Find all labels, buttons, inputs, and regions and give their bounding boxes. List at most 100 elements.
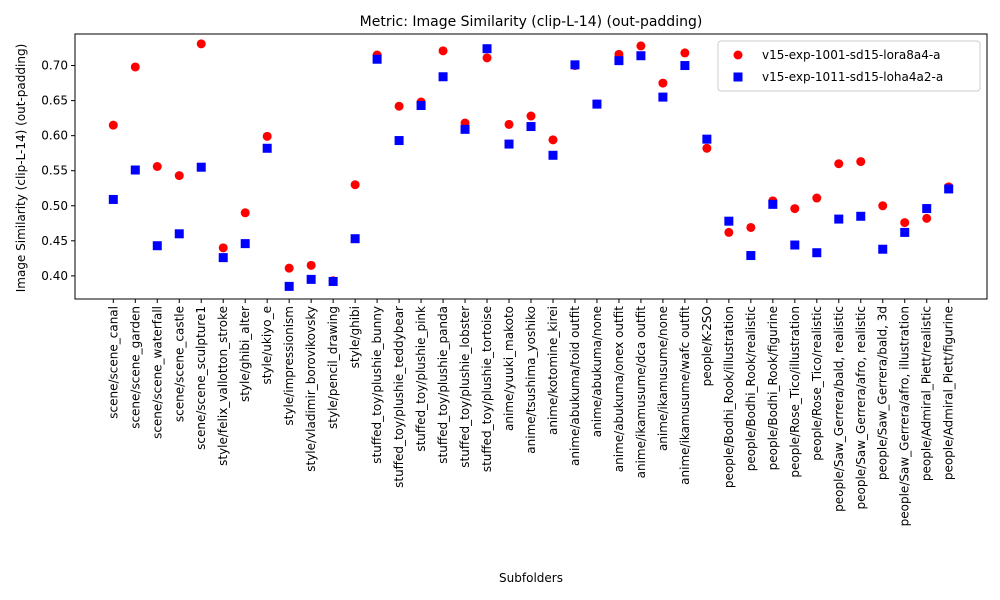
point-series-0 [284, 263, 294, 273]
point-series-1 [922, 204, 932, 214]
point-series-1 [372, 54, 382, 64]
y-tick-label: 0.55 [41, 164, 68, 178]
x-tick-label: anime/yuuki_makoto [502, 306, 516, 431]
point-series-1 [812, 248, 822, 258]
x-tick-label: style/ghibi [348, 306, 362, 368]
x-tick-label: people/Bodhi_Rook/illustration [722, 306, 736, 488]
point-series-1 [218, 253, 228, 263]
x-tick-label: people/Saw_Gerrera/bald, 3d [876, 306, 890, 480]
point-series-1 [878, 244, 888, 254]
x-tick-label: anime/abukuma/none [590, 306, 604, 437]
x-tick-label: stuffed_toy/plushie_lobster [458, 306, 472, 468]
point-series-0 [680, 48, 690, 58]
point-series-0 [218, 243, 228, 253]
point-series-1 [262, 143, 272, 153]
point-series-1 [746, 251, 756, 261]
y-tick-label: 0.60 [41, 129, 68, 143]
point-series-0 [196, 39, 206, 49]
x-tick-label: people/Admiral_Piett/figurine [942, 306, 956, 480]
point-series-1 [768, 199, 778, 209]
y-tick-label: 0.65 [41, 94, 68, 108]
point-series-0 [240, 208, 250, 218]
point-series-1 [636, 51, 646, 61]
point-series-1 [614, 56, 624, 66]
point-series-0 [900, 218, 910, 228]
x-tick-label: scene/scene_waterfall [150, 306, 164, 439]
y-axis-title: Image Similarity (clip-L-14) (out-paddin… [14, 44, 28, 293]
point-series-1 [152, 241, 162, 251]
x-tick-label: anime/tsushima_yoshiko [524, 306, 538, 454]
y-tick-label: 0.40 [41, 269, 68, 283]
x-tick-label: anime/ikamusume/none [656, 306, 670, 451]
point-series-0 [504, 119, 514, 129]
point-series-0 [350, 180, 360, 190]
point-series-0 [152, 162, 162, 171]
x-tick-label: style/vladimir_borovikovsky [304, 306, 318, 472]
x-tick-label: stuffed_toy/plushie_tortoise [480, 306, 494, 472]
point-series-0 [636, 41, 646, 51]
point-series-1 [438, 72, 448, 82]
point-series-0 [812, 193, 822, 203]
x-tick-label: people/Saw_Gerrera/afro, realistic [854, 306, 868, 509]
x-tick-label: people/Saw_Gerrera/bald, realistic [832, 306, 846, 512]
y-axis-ticks: 0.40 0.45 0.50 0.55 0.60 0.65 0.70 [41, 59, 75, 283]
point-series-0 [746, 222, 756, 232]
x-tick-label: style/felix_vallotton_stroke [216, 306, 230, 466]
point-series-1 [658, 92, 668, 102]
x-tick-label: scene/scene_castle [172, 306, 186, 422]
point-series-0 [878, 201, 888, 211]
x-tick-label: style/ghibi_alter [238, 306, 252, 402]
point-series-0 [724, 227, 734, 237]
point-series-1 [526, 122, 536, 132]
point-series-1 [460, 124, 470, 134]
point-series-1 [482, 44, 492, 54]
point-series-0 [174, 171, 184, 181]
point-series-1 [196, 162, 206, 172]
x-tick-label: people/Rose_Tico/realistic [810, 306, 824, 461]
x-tick-label: anime/abukuma/toid outfit [568, 306, 582, 466]
point-series-1 [504, 139, 514, 149]
point-series-0 [438, 46, 448, 56]
legend-box [717, 40, 981, 92]
point-series-0 [658, 78, 668, 88]
y-tick-label: 0.70 [41, 59, 68, 73]
x-tick-label: scene/scene_sculpture1 [194, 306, 208, 450]
point-series-0 [108, 120, 118, 130]
point-series-0 [548, 135, 558, 145]
x-tick-label: people/Rose_Tico/illustration [788, 306, 802, 478]
point-series-1 [856, 211, 866, 221]
x-tick-label: people/Bodhi_Rook/figurine [766, 306, 780, 470]
point-series-1 [350, 234, 360, 244]
x-tick-label: people/Admiral_Piett/realistic [920, 306, 934, 481]
x-tick-label: stuffed_toy/plushie_bunny [370, 306, 384, 464]
point-series-0 [526, 111, 536, 121]
legend-marker-1 [733, 72, 743, 82]
x-tick-label: scene/scene_garden [128, 306, 142, 429]
point-series-0 [922, 213, 932, 223]
point-series-1 [548, 150, 558, 160]
point-series-1 [130, 165, 140, 175]
point-series-1 [416, 101, 426, 111]
point-series-1 [834, 214, 844, 224]
point-series-1 [944, 184, 954, 194]
point-series-1 [724, 216, 734, 226]
point-series-0 [856, 157, 866, 167]
point-series-0 [130, 62, 140, 72]
point-series-1 [174, 229, 184, 239]
x-tick-label: style/impressionism [282, 306, 296, 426]
point-series-1 [394, 136, 404, 146]
y-tick-label: 0.50 [41, 199, 68, 213]
point-series-1 [328, 276, 338, 286]
x-tick-label: stuffed_toy/plushie_teddybear [392, 306, 406, 488]
legend-label-1: v15-exp-1011-sd15-loha4a2-a [762, 70, 943, 84]
x-tick-label: style/ukiyo_e [260, 306, 274, 385]
x-tick-label: anime/abukuma/onex outfit [612, 306, 626, 473]
x-axis-title: Subfolders [499, 571, 563, 585]
point-series-0 [262, 131, 272, 141]
point-series-0 [702, 143, 712, 153]
point-series-1 [680, 61, 690, 71]
point-series-1 [592, 99, 602, 109]
data-points [108, 39, 954, 291]
chart-title: Metric: Image Similarity (clip-L-14) (ou… [360, 14, 703, 30]
x-axis-ticks: scene/scene_canal scene/scene_garden scene… [106, 299, 956, 526]
